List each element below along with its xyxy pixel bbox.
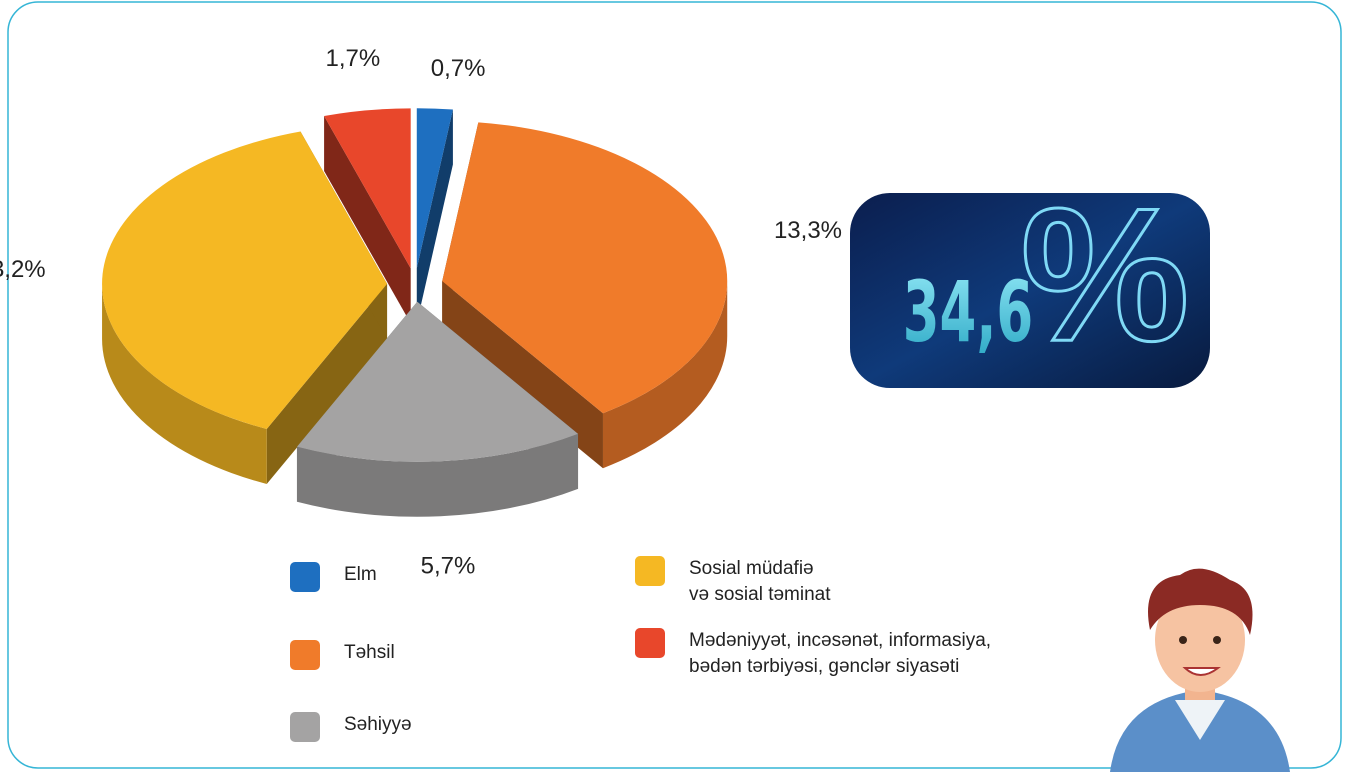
pie-labels: 0,7% 13,3% 5,7% 13,2% 1,7% [0,45,842,580]
legend-swatch [635,556,665,586]
legend-swatch [635,628,665,658]
pie-slice [102,131,388,429]
slice-wall [416,109,453,324]
data-label: 13,2% [0,256,46,283]
pie: 0,7% 13,3% 5,7% 13,2% 1,7% [0,45,842,580]
data-label: 1,7% [326,45,381,72]
pie-slice [296,301,579,462]
badge-number: 34,6 [903,265,1034,362]
legend-item: Təhsil [290,640,395,670]
data-label: 5,7% [421,553,476,580]
slice-side [296,433,579,517]
data-label: 0,7% [431,55,486,82]
slice-side [602,281,728,469]
data-label: 13,3% [774,217,842,244]
pie-slice [324,108,411,269]
slice-wall [324,115,411,324]
legend-item: Elm [290,562,377,592]
legend-swatch [290,562,320,592]
pie-tops [102,108,728,462]
badge [850,193,1210,388]
legend-item: Sosial müdafiə və sosial təminat [635,556,835,608]
legend-label: Səhiyyə [344,714,412,735]
legend-swatch [290,712,320,742]
badge-sign: % [1021,169,1190,381]
legend-label: Təhsil [344,642,395,663]
legend-item: Səhiyyə [290,712,412,742]
legend-swatch [290,640,320,670]
slice-wall [266,283,388,484]
pie-slice [442,122,728,414]
pie-slice [416,108,453,269]
legend-label: Mədəniyyət, incəsənət, informasiya, bədə… [689,630,992,677]
frame [7,1,1342,769]
legend-label: Elm [344,564,377,585]
character [1110,568,1290,772]
legend-item: Mədəniyyət, incəsənət, informasiya, bədə… [635,628,1055,680]
slice-side [102,283,267,484]
legend-label: Sosial müdafiə və sosial təminat [689,558,831,605]
